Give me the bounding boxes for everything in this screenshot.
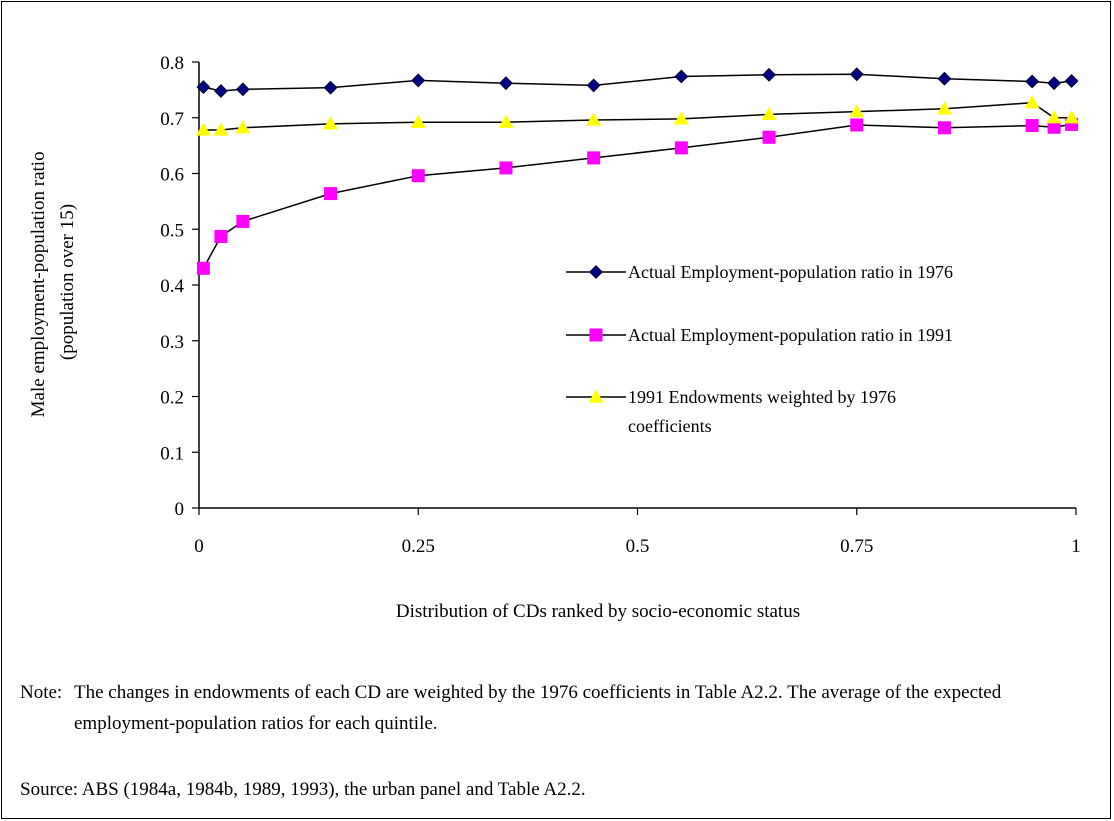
data-point-series-1 bbox=[1064, 74, 1079, 88]
data-point-series-1 bbox=[323, 80, 338, 95]
series-line-2 bbox=[202, 123, 1072, 269]
y-tick-label: 0.7 bbox=[160, 109, 184, 130]
y-tick-label: 0.3 bbox=[160, 332, 184, 353]
data-point-series-3 bbox=[195, 122, 211, 136]
legend-label: 1991 Endowments weighted by 1976 bbox=[628, 387, 896, 407]
data-point-series-1 bbox=[586, 78, 601, 93]
source-note: Source: ABS (1984a, 1984b, 1989, 1993), … bbox=[20, 779, 586, 800]
data-point-series-2 bbox=[674, 141, 688, 155]
data-point-series-3 bbox=[673, 111, 689, 125]
data-point-series-3 bbox=[1024, 95, 1040, 109]
data-point-series-3 bbox=[498, 114, 514, 128]
data-point-series-2 bbox=[324, 187, 338, 201]
legend-label: Actual Employment-population ratio in 19… bbox=[628, 325, 953, 345]
data-point-series-2 bbox=[762, 130, 776, 144]
data-point-series-3 bbox=[1046, 110, 1062, 124]
x-tick-label: 0.75 bbox=[840, 536, 873, 557]
legend-marker bbox=[588, 389, 604, 403]
series-line-3 bbox=[203, 101, 1072, 131]
legend-label: coefficients bbox=[628, 416, 712, 436]
data-point-series-2 bbox=[196, 261, 210, 275]
data-point-series-2 bbox=[411, 169, 425, 183]
legend-marker bbox=[589, 328, 603, 342]
data-point-series-3 bbox=[936, 101, 952, 115]
data-point-series-3 bbox=[849, 104, 865, 118]
data-point-series-1 bbox=[214, 84, 228, 98]
legend: Actual Employment-population ratio in 19… bbox=[566, 262, 953, 436]
data-point-series-1 bbox=[674, 69, 689, 84]
x-axis-title: Distribution of CDs ranked by socio-econ… bbox=[396, 601, 800, 622]
legend-label: Actual Employment-population ratio in 19… bbox=[628, 262, 953, 282]
data-point-series-1 bbox=[849, 67, 864, 82]
data-point-series-1 bbox=[499, 76, 513, 91]
data-point-series-3 bbox=[410, 114, 426, 128]
series-lines bbox=[202, 73, 1072, 269]
y-axis-title-line-2: (population over 15) bbox=[57, 204, 78, 360]
data-point-series-3 bbox=[586, 112, 602, 126]
x-tick-label: 0.5 bbox=[626, 536, 650, 557]
series-markers bbox=[195, 67, 1080, 275]
data-point-series-3 bbox=[1064, 110, 1080, 124]
y-axis-title: Male employment-population ratio (popula… bbox=[28, 147, 78, 418]
data-point-series-1 bbox=[196, 80, 211, 95]
y-axis-title-line-1: Male employment-population ratio bbox=[28, 151, 49, 417]
x-tick-label: 0 bbox=[194, 536, 204, 557]
x-tick-label: 1 bbox=[1071, 536, 1081, 557]
note-text: The changes in endowments of each CD are… bbox=[74, 682, 1002, 734]
data-point-series-3 bbox=[323, 116, 339, 130]
series-line-1 bbox=[203, 73, 1072, 92]
note: Note: The changes in endowments of each C… bbox=[20, 677, 1094, 739]
data-point-series-2 bbox=[236, 214, 250, 228]
x-tick-label: 0.25 bbox=[402, 536, 435, 557]
data-point-series-2 bbox=[499, 161, 513, 175]
y-tick-label: 0.5 bbox=[160, 220, 184, 241]
data-point-series-3 bbox=[213, 122, 229, 136]
y-tick-label: 0.8 bbox=[160, 53, 184, 74]
legend-marker bbox=[589, 265, 603, 279]
data-point-series-2 bbox=[937, 121, 951, 135]
y-tick-label: 0 bbox=[175, 499, 185, 520]
data-point-series-1 bbox=[1047, 76, 1061, 91]
data-point-series-2 bbox=[850, 118, 864, 132]
data-point-series-1 bbox=[937, 71, 952, 86]
y-tick-label: 0.4 bbox=[160, 276, 184, 297]
y-tick-label: 0.1 bbox=[160, 443, 184, 464]
data-point-series-3 bbox=[761, 106, 777, 121]
data-point-series-2 bbox=[1025, 119, 1039, 133]
data-point-series-2 bbox=[1047, 120, 1061, 134]
data-point-series-1 bbox=[411, 73, 426, 88]
data-point-series-1 bbox=[762, 67, 776, 82]
data-point-series-2 bbox=[214, 229, 228, 243]
chart-axes: 0 0.1 0.2 0.3 0.4 0.5 0.6 0.7 0.8 0 0.25 0.5 0.75 1 bbox=[160, 53, 1081, 557]
data-point-series-1 bbox=[1025, 74, 1040, 89]
y-tick-label: 0.2 bbox=[160, 388, 184, 409]
note-label: Note: bbox=[20, 682, 63, 703]
y-tick-label: 0.6 bbox=[160, 165, 184, 186]
data-point-series-1 bbox=[235, 82, 250, 97]
data-point-series-2 bbox=[587, 151, 601, 165]
data-point-series-3 bbox=[235, 120, 251, 134]
chart: 0 0.1 0.2 0.3 0.4 0.5 0.6 0.7 0.8 0 0.25 0.5 0.75 1 A… bbox=[28, 53, 1081, 622]
